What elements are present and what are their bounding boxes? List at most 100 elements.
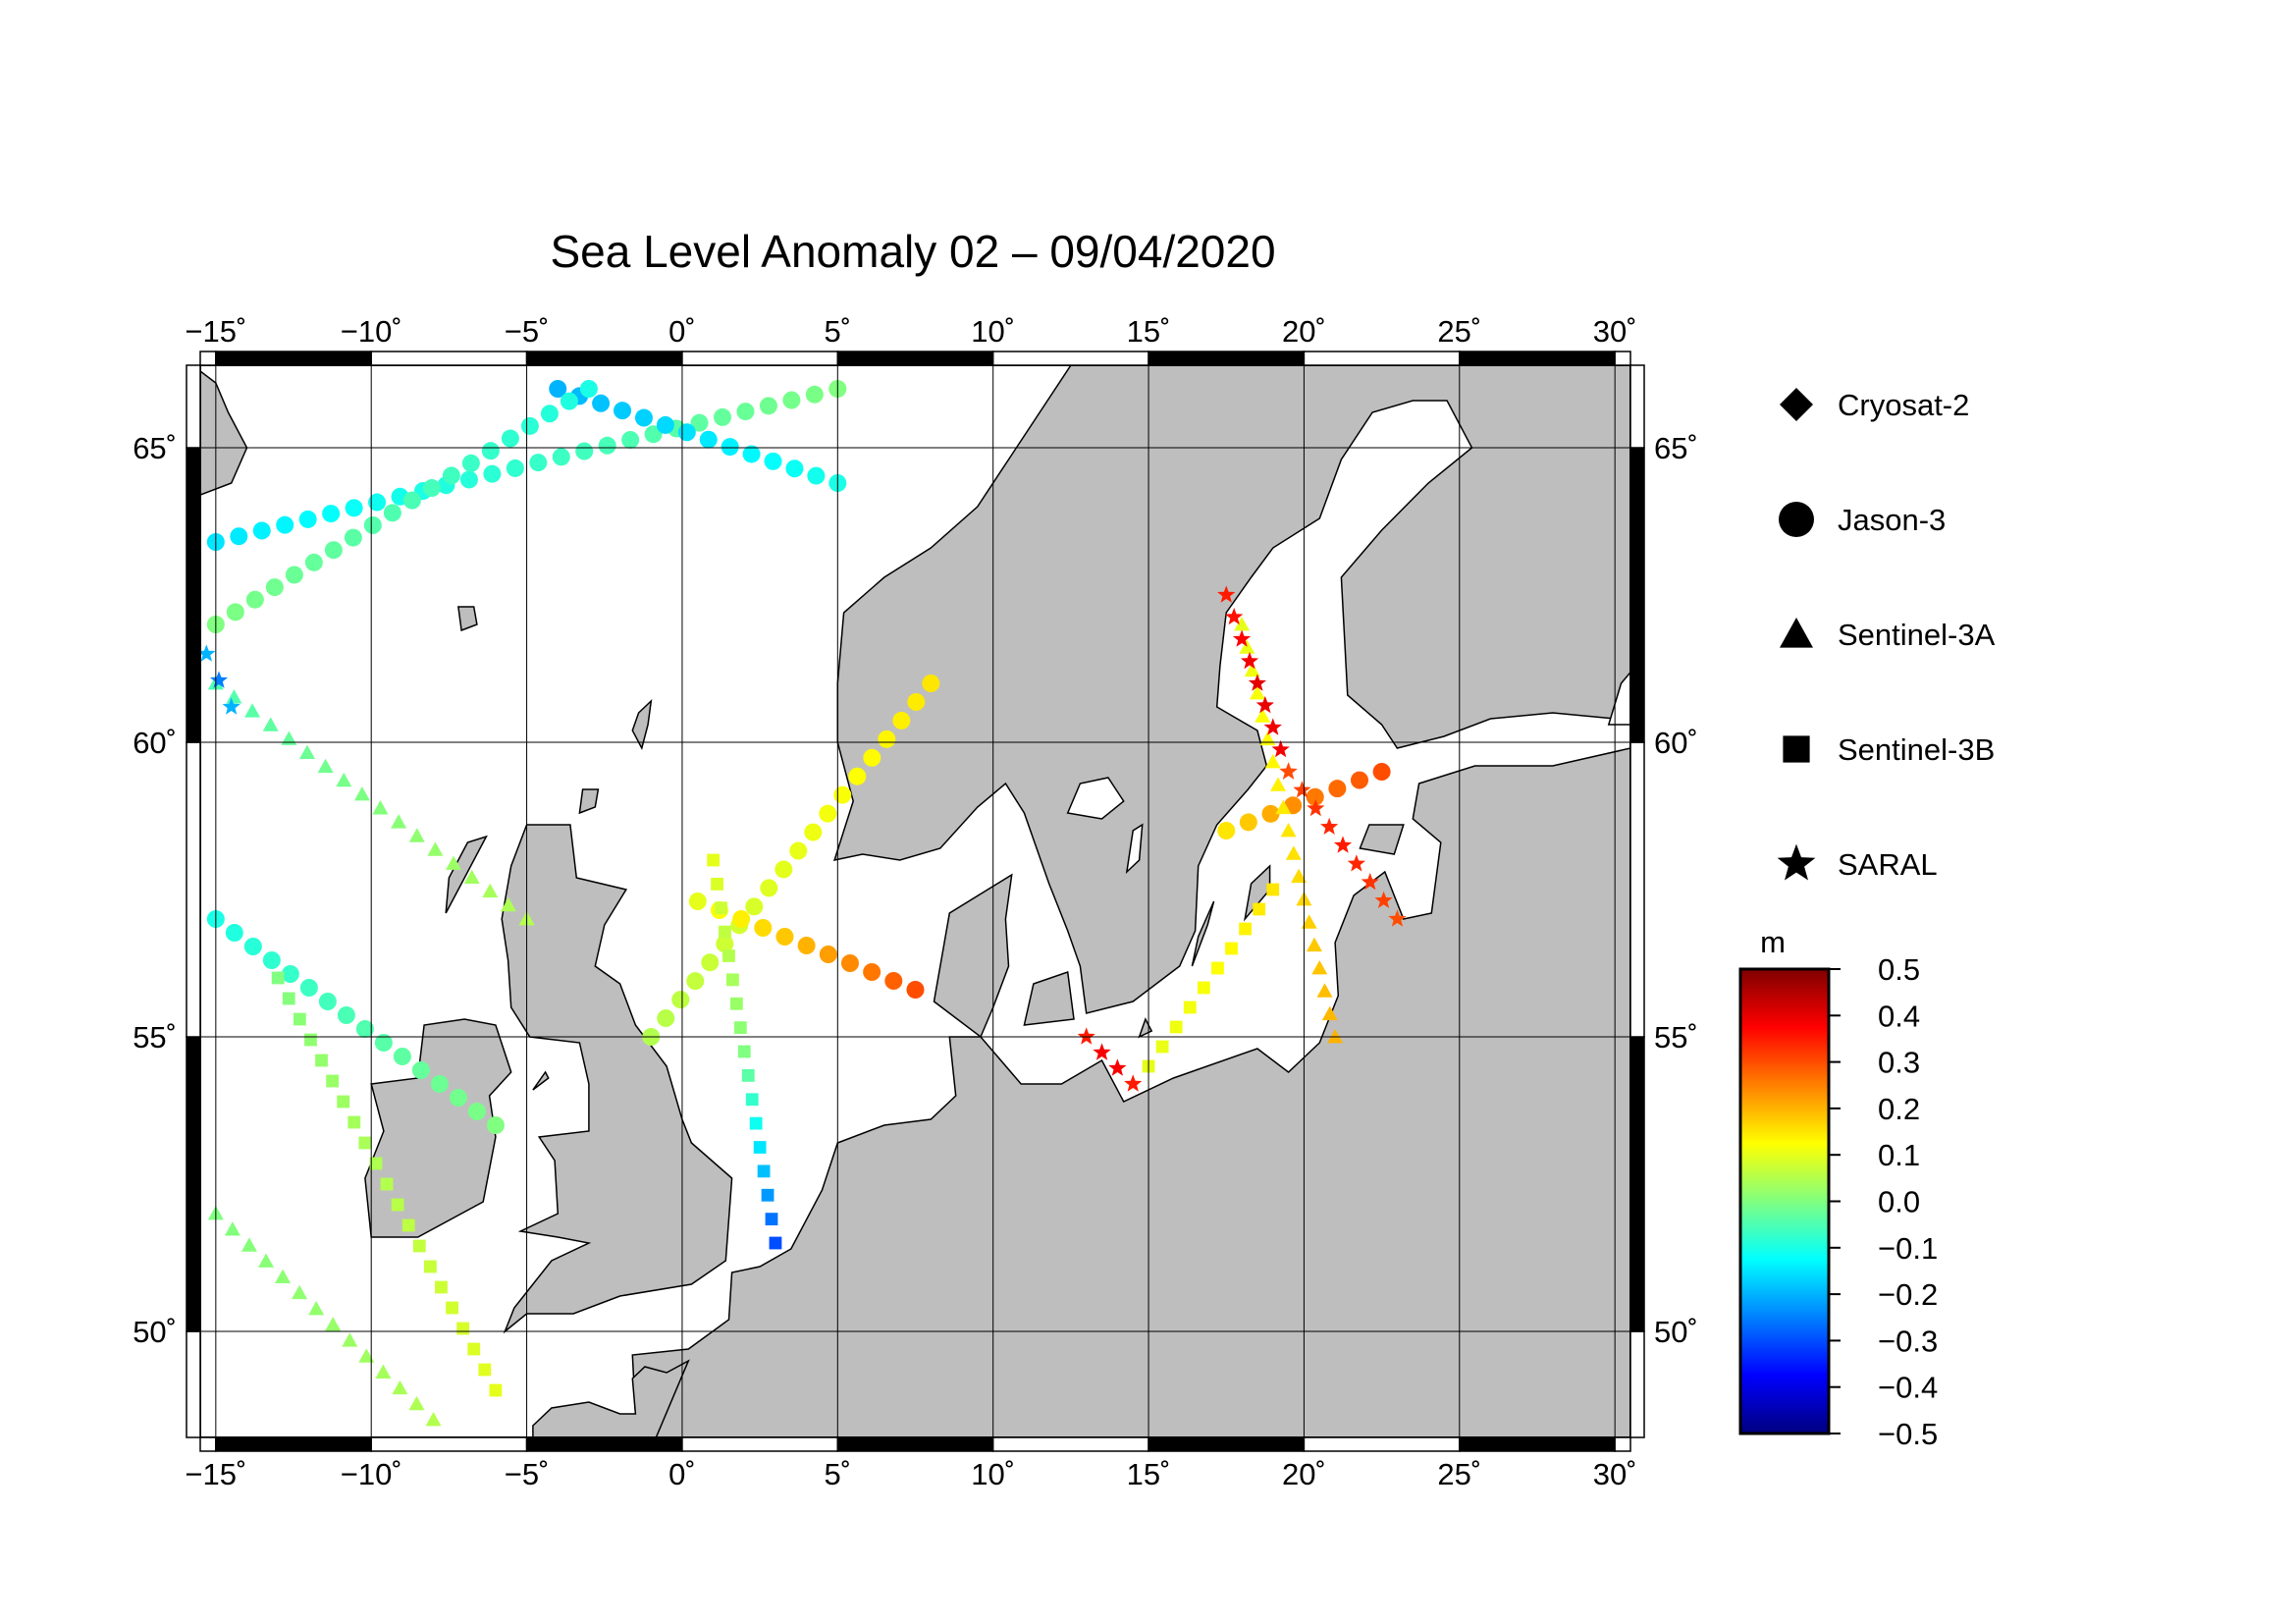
frame-segment [1629,741,1645,1038]
legend-item-star: SARAL [1777,843,1938,882]
track-point [1361,872,1379,891]
frame-segment [186,1036,201,1332]
track-point [1183,1001,1197,1014]
track-point [907,692,926,711]
lon-tick-label: −10˚ [341,314,402,349]
track-point [621,431,640,449]
frame-segment [199,351,217,366]
lon-tick-label: 0˚ [668,1457,696,1491]
frame-segment [991,351,1149,366]
lat-tick-label: 55˚ [1654,1020,1698,1055]
track-point [1270,777,1287,791]
lon-tick-label: 25˚ [1437,1457,1481,1491]
track-point [402,491,421,510]
track-point [1320,817,1339,835]
track-point [520,416,539,435]
track-point [1155,1040,1169,1054]
track-point [1291,868,1308,884]
colorbar-tick-label: −0.3 [1878,1324,1938,1358]
square-icon [1783,735,1810,763]
saaremaa-land [1359,824,1405,855]
track-point [1249,685,1265,700]
lon-tick-label: 15˚ [1127,314,1171,349]
track-point [358,1348,375,1363]
track-jason-3 [206,910,505,1134]
track-point [281,965,299,983]
track-point [430,1075,449,1093]
track-saral [200,644,240,715]
track-point [819,804,837,823]
lon-tick-label: 5˚ [825,1457,852,1491]
track-point [922,675,940,692]
track-point [1255,708,1271,723]
track-point [1239,813,1257,832]
frame-segment [215,1436,372,1452]
colorbar-tick-label: −0.4 [1878,1371,1938,1405]
track-point [753,1141,767,1154]
track-point [1225,942,1238,955]
lon-tick-label: 10˚ [971,1457,1015,1491]
track-point [1259,730,1276,746]
track-point [391,814,407,829]
track-point [1217,822,1236,839]
lon-tick-label: 30˚ [1593,314,1637,349]
track-point [315,1054,328,1067]
colorbar-tick-label: 0.3 [1878,1046,1920,1080]
track-point [906,981,925,999]
track-point [1077,1027,1095,1045]
track-point [1374,891,1393,908]
track-point [442,466,460,485]
lon-tick-label: 25˚ [1437,314,1481,349]
track-point [463,869,480,885]
track-point [353,785,370,801]
track-point [1263,718,1282,735]
colorbar-tick-label: 0.4 [1878,999,1920,1033]
denmark-land [933,873,1013,1039]
track-point [719,925,731,939]
track-point [244,703,261,718]
track-point [245,590,264,609]
france-brittany-land [532,1359,690,1437]
legend-item-circle: Jason-3 [1779,502,1946,537]
track-point [226,689,242,704]
track-point [863,963,881,981]
legend-item-diamond: Cryosat-2 [1780,388,1969,422]
star-icon [1777,843,1816,881]
frame-segment [1459,351,1616,366]
diamond-icon [1780,388,1813,421]
track-point [848,767,867,785]
colorbar-tick-label: 0.2 [1878,1092,1920,1126]
track-point [446,1301,458,1315]
track-point [592,394,611,412]
track-point [745,897,764,916]
track-point [775,928,794,946]
track-point [1232,629,1252,647]
track-point [481,442,500,460]
track-point [209,671,229,688]
track-point [411,1061,430,1079]
norway-land [832,365,1630,1014]
track-point [344,528,362,547]
track-point [1328,780,1347,798]
legend-item-square: Sentinel-3B [1783,732,1995,767]
track-point [317,758,334,774]
track-point [785,460,804,478]
track-point [324,541,343,560]
track-point [318,993,337,1010]
track-point [412,1239,426,1253]
track-point [483,464,502,483]
frame-segment [1629,447,1645,743]
track-point [322,505,341,523]
track-point [634,408,653,427]
frame-segment [681,1436,839,1452]
frame-segment [991,1436,1149,1452]
track-point [782,391,801,409]
track-point [375,1364,392,1379]
altimetry-tracks [200,380,1407,1427]
track-point [478,1363,492,1377]
track-point [459,470,478,489]
circle-icon [1779,502,1814,537]
lat-tick-label: 50˚ [133,1315,177,1349]
track-sentinel-3b [271,971,503,1397]
graticule [200,365,1630,1437]
